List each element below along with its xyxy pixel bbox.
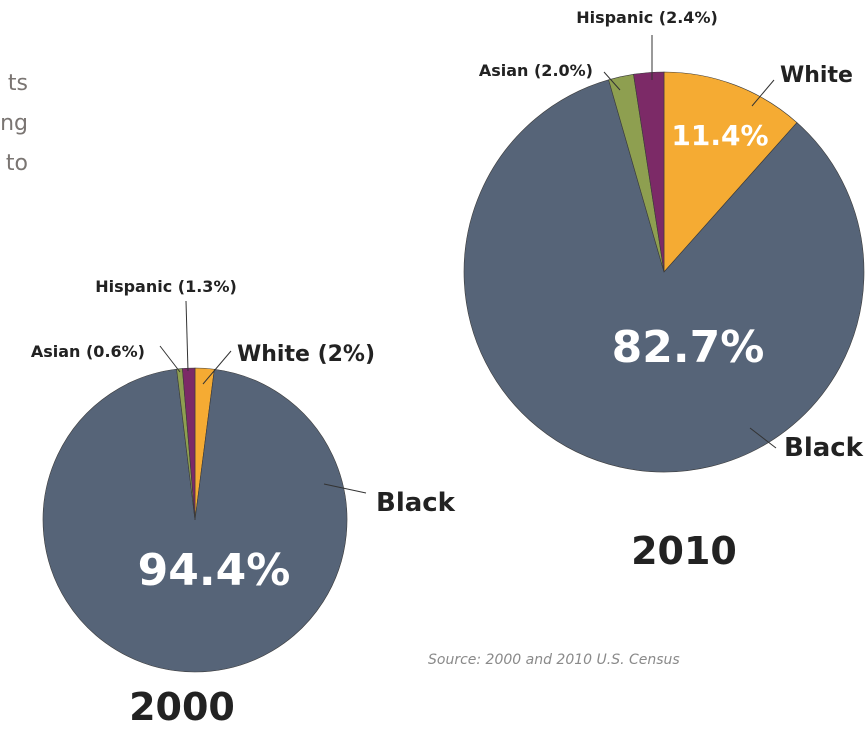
source-note: Source: 2000 and 2010 U.S. Census — [428, 652, 680, 668]
slice-label-black: Black — [784, 433, 864, 463]
leader-line-black — [323, 483, 367, 494]
slice-label-black: Black — [376, 488, 456, 518]
year-label: 2010 — [631, 529, 737, 573]
leader-line-white — [751, 79, 775, 107]
slice-label-hispanic: Hispanic (1.3%) — [95, 277, 237, 296]
slice-value-black: 82.7% — [612, 322, 765, 373]
leader-line-asian — [159, 345, 181, 373]
slice-label-asian: Asian (2.0%) — [479, 61, 593, 80]
pie-slice-hispanic — [633, 71, 665, 273]
slice-label-white: White (2%) — [237, 342, 375, 367]
pie-slice-white — [663, 71, 798, 273]
leader-line-asian — [603, 71, 621, 91]
slice-value-white: 11.4% — [671, 119, 768, 152]
leader-line-black — [749, 427, 777, 449]
year-label: 2000 — [129, 685, 235, 729]
slice-label-asian: Asian (0.6%) — [31, 342, 145, 361]
slice-value-black: 94.4% — [138, 545, 291, 596]
slice-label-hispanic: Hispanic (2.4%) — [576, 8, 718, 27]
leader-line-hispanic — [185, 300, 189, 372]
intro-text-fragment: ts ng to — [0, 64, 28, 184]
leader-line-white — [202, 350, 232, 385]
intro-line-2: ng — [0, 111, 28, 136]
pie-chart-2010: White Black Asian (2.0%) Hispanic (2.4%) 11.… — [463, 8, 865, 573]
intro-line-1: ts — [7, 71, 28, 96]
intro-line-3: to — [5, 151, 28, 176]
pie-slice-black — [42, 368, 348, 673]
slice-label-white: White — [780, 63, 853, 88]
pie-slice-black — [463, 79, 865, 473]
pie-slice-hispanic — [182, 367, 196, 521]
pie-chart-2000: White (2%) Black Asian (0.6%) Hispanic (1.3… — [31, 277, 456, 729]
